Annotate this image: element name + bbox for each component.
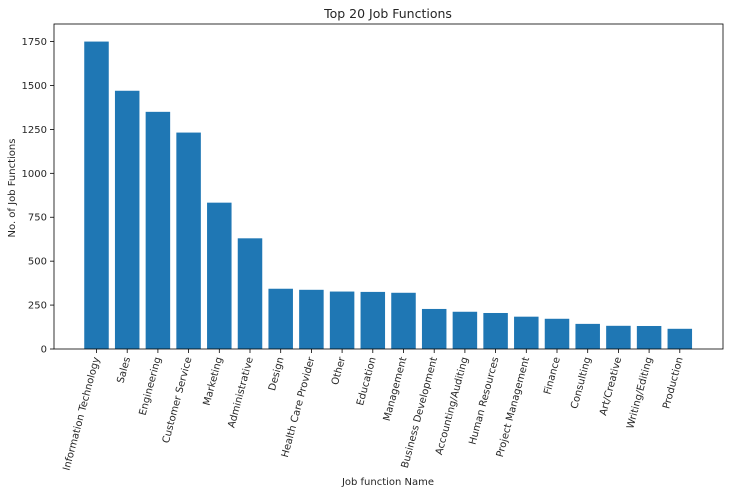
bar xyxy=(452,311,478,349)
x-tick-label: Accounting/Auditing xyxy=(434,356,471,456)
x-tick-label: Human Resources xyxy=(467,356,501,446)
bar xyxy=(514,316,539,349)
x-tick-label: Marketing xyxy=(202,356,226,407)
x-tick-label: Art/Creative xyxy=(598,356,624,417)
x-tick-label: Engineering xyxy=(138,356,164,417)
bar xyxy=(483,312,508,349)
x-axis-label: Job function Name xyxy=(341,477,434,488)
bar xyxy=(268,288,293,349)
bar xyxy=(329,291,355,349)
bar xyxy=(544,318,570,349)
bar xyxy=(421,308,447,349)
y-tick-label: 500 xyxy=(28,257,47,268)
y-axis-label: No. of Job Functions xyxy=(7,139,18,238)
bar xyxy=(114,90,140,349)
plot-frame xyxy=(53,23,724,350)
x-tick-label: Sales xyxy=(116,356,134,385)
x-tick-label: Finance xyxy=(542,356,563,396)
bar xyxy=(391,292,416,349)
y-axis: 0 250 500 750 1000 1250 1500 1750 xyxy=(22,37,54,356)
x-tick-label: Health Care Provider xyxy=(280,355,318,459)
y-tick-label: 1250 xyxy=(22,125,47,136)
x-tick-label: Production xyxy=(661,356,685,410)
bar xyxy=(636,325,662,349)
bar xyxy=(575,323,600,349)
chart-title: Top 20 Job Functions xyxy=(323,6,452,21)
y-tick-label: 1000 xyxy=(22,169,47,180)
bar xyxy=(207,202,232,349)
x-axis: Information Technology Sales EngineeringCu… xyxy=(61,349,686,472)
bar xyxy=(84,41,109,349)
x-tick-label: Project Management xyxy=(495,356,532,459)
bar xyxy=(360,291,386,349)
bar xyxy=(176,132,201,349)
y-tick-label: 1500 xyxy=(22,81,47,92)
y-tick-label: 750 xyxy=(28,213,47,224)
bar xyxy=(237,238,263,349)
bar xyxy=(145,111,171,349)
y-tick-label: 1750 xyxy=(22,37,47,48)
bars-layer xyxy=(84,41,693,349)
x-tick-label: Other xyxy=(330,355,348,386)
x-tick-label: Design xyxy=(267,356,287,392)
bar xyxy=(606,325,631,349)
bar xyxy=(667,328,693,349)
x-tick-label: Consulting xyxy=(569,356,593,410)
x-tick-label: Customer Service xyxy=(161,356,195,445)
x-tick-label: Management xyxy=(382,356,410,423)
x-tick-label: Writing/Editing xyxy=(625,356,655,430)
x-tick-label: Information Technology xyxy=(61,356,102,472)
x-tick-label: Education xyxy=(355,356,379,407)
bar xyxy=(299,289,324,349)
x-tick-label: Administrative xyxy=(226,356,255,429)
y-tick-label: 250 xyxy=(28,301,47,312)
y-tick-label: 0 xyxy=(41,345,47,356)
